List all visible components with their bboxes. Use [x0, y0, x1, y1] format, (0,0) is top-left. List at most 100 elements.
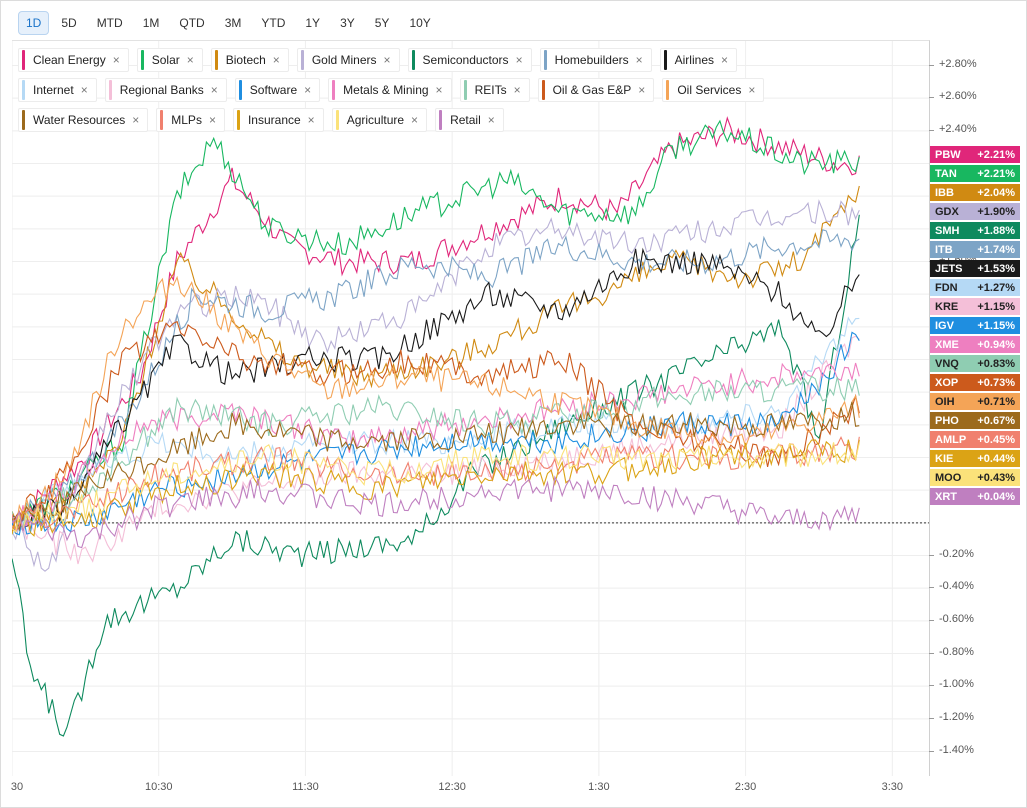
remove-series-icon[interactable]: × — [383, 53, 391, 67]
legend-chip-tan[interactable]: Solar × — [136, 48, 203, 72]
remove-series-icon[interactable]: × — [208, 113, 216, 127]
legend-color-swatch — [300, 50, 304, 70]
series-line-vnq[interactable] — [12, 375, 860, 532]
series-line-xme[interactable] — [12, 362, 860, 527]
value-tag-vnq: VNQ +0.83% — [930, 355, 1020, 372]
legend-chip-oih[interactable]: Oil Services × — [662, 78, 765, 102]
legend-label: Homebuilders — [554, 53, 629, 67]
remove-series-icon[interactable]: × — [748, 83, 756, 97]
ticker-label: VNQ — [935, 357, 959, 370]
remove-series-icon[interactable]: × — [638, 83, 646, 97]
legend-color-swatch — [108, 80, 112, 100]
legend-label: Insurance — [247, 113, 301, 127]
remove-series-icon[interactable]: × — [435, 83, 443, 97]
legend-label: Retail — [450, 113, 481, 127]
legend-chip-ibb[interactable]: Biotech × — [210, 48, 289, 72]
legend-chip-xrt[interactable]: Retail × — [435, 108, 504, 132]
value-tag-moo: MOO +0.43% — [930, 469, 1020, 486]
series-line-kre[interactable] — [12, 335, 860, 565]
legend-chip-kre[interactable]: Regional Banks × — [104, 78, 227, 102]
value-tag-oih: OIH +0.71% — [930, 393, 1020, 410]
range-button-mtd[interactable]: MTD — [96, 16, 123, 30]
remove-series-icon[interactable]: × — [210, 83, 218, 97]
range-button-10y[interactable]: 10Y — [409, 16, 431, 30]
remove-series-icon[interactable]: × — [186, 53, 194, 67]
legend-chip-vnq[interactable]: REITs × — [459, 78, 530, 102]
legend-chip-moo[interactable]: Agriculture × — [331, 108, 428, 132]
remove-series-icon[interactable]: × — [635, 53, 643, 67]
remove-series-icon[interactable]: × — [112, 53, 120, 67]
remove-series-icon[interactable]: × — [515, 53, 523, 67]
legend-chip-pho[interactable]: Water Resources × — [18, 108, 149, 132]
legend-chip-kie[interactable]: Insurance × — [232, 108, 324, 132]
series-line-pbw[interactable] — [12, 116, 860, 528]
remove-series-icon[interactable]: × — [272, 53, 280, 67]
remove-series-icon[interactable]: × — [513, 83, 521, 97]
series-line-xrt[interactable] — [12, 475, 860, 549]
y-tick-label: -0.40% — [939, 580, 974, 593]
range-button-5y[interactable]: 5Y — [374, 16, 390, 30]
remove-series-icon[interactable]: × — [411, 113, 419, 127]
legend-color-swatch — [543, 50, 547, 70]
range-button-3m[interactable]: 3M — [224, 16, 242, 30]
series-line-xop[interactable] — [12, 320, 860, 532]
change-value: +0.83% — [977, 357, 1015, 370]
legend-chip-xop[interactable]: Oil & Gas E&P × — [537, 78, 655, 102]
series-line-igv[interactable] — [12, 331, 860, 536]
remove-series-icon[interactable]: × — [304, 83, 312, 97]
change-value: +0.73% — [977, 376, 1015, 389]
series-line-kie[interactable] — [12, 439, 860, 537]
legend-chip-igv[interactable]: Software × — [234, 78, 321, 102]
remove-series-icon[interactable]: × — [487, 113, 495, 127]
series-line-pho[interactable] — [12, 401, 860, 532]
legend-chip-fdn[interactable]: Internet × — [18, 78, 97, 102]
series-line-tan[interactable] — [12, 119, 860, 534]
y-tick-label: -0.60% — [939, 612, 974, 625]
legend-chip-gdx[interactable]: Gold Miners × — [296, 48, 400, 72]
legend-chip-smh[interactable]: Semiconductors × — [407, 48, 532, 72]
range-button-5d[interactable]: 5D — [61, 16, 77, 30]
series-line-itb[interactable] — [12, 229, 860, 533]
legend-chip-jets[interactable]: Airlines × — [659, 48, 738, 72]
value-tag-itb: ITB +1.74% — [930, 241, 1020, 258]
change-value: +2.04% — [977, 186, 1015, 199]
range-button-1m[interactable]: 1M — [142, 16, 160, 30]
ticker-label: IGV — [935, 319, 954, 332]
legend-chip-xme[interactable]: Metals & Mining × — [328, 78, 452, 102]
range-button-3y[interactable]: 3Y — [340, 16, 355, 30]
legend-label: Airlines — [674, 53, 714, 67]
legend-chip-amlp[interactable]: MLPs × — [156, 108, 225, 132]
legend-color-swatch — [238, 80, 242, 100]
ticker-label: FDN — [935, 281, 958, 294]
legend-chip-pbw[interactable]: Clean Energy × — [18, 48, 129, 72]
remove-series-icon[interactable]: × — [132, 113, 140, 127]
ticker-label: IBB — [935, 186, 954, 199]
legend-label: Water Resources — [33, 113, 126, 127]
series-line-fdn[interactable] — [12, 316, 860, 535]
range-button-ytd[interactable]: YTD — [261, 16, 286, 30]
range-button-1y[interactable]: 1Y — [305, 16, 321, 30]
y-tick-label: -1.00% — [939, 678, 974, 691]
series-line-ibb[interactable] — [12, 185, 860, 530]
legend-label: REITs — [474, 83, 507, 97]
ticker-label: AMLP — [935, 433, 967, 446]
remove-series-icon[interactable]: × — [307, 113, 315, 127]
change-value: +2.21% — [977, 148, 1015, 161]
range-button-qtd[interactable]: QTD — [179, 16, 205, 30]
legend-color-swatch — [411, 50, 415, 70]
y-tick-mark — [929, 554, 934, 556]
series-line-smh[interactable] — [12, 214, 860, 737]
remove-series-icon[interactable]: × — [721, 53, 729, 67]
series-line-moo[interactable] — [12, 442, 860, 533]
remove-series-icon[interactable]: × — [80, 83, 88, 97]
y-tick-mark — [929, 587, 934, 589]
range-button-1d[interactable]: 1D — [18, 11, 50, 35]
legend-label: Gold Miners — [311, 53, 377, 67]
series-line-jets[interactable] — [12, 247, 860, 527]
series-line-oih[interactable] — [12, 275, 860, 531]
change-value: +1.15% — [977, 300, 1015, 313]
value-tag-xme: XME +0.94% — [930, 336, 1020, 353]
legend-chip-itb[interactable]: Homebuilders × — [539, 48, 652, 72]
value-tag-gdx: GDX +1.90% — [930, 203, 1020, 220]
series-line-amlp[interactable] — [12, 435, 860, 534]
